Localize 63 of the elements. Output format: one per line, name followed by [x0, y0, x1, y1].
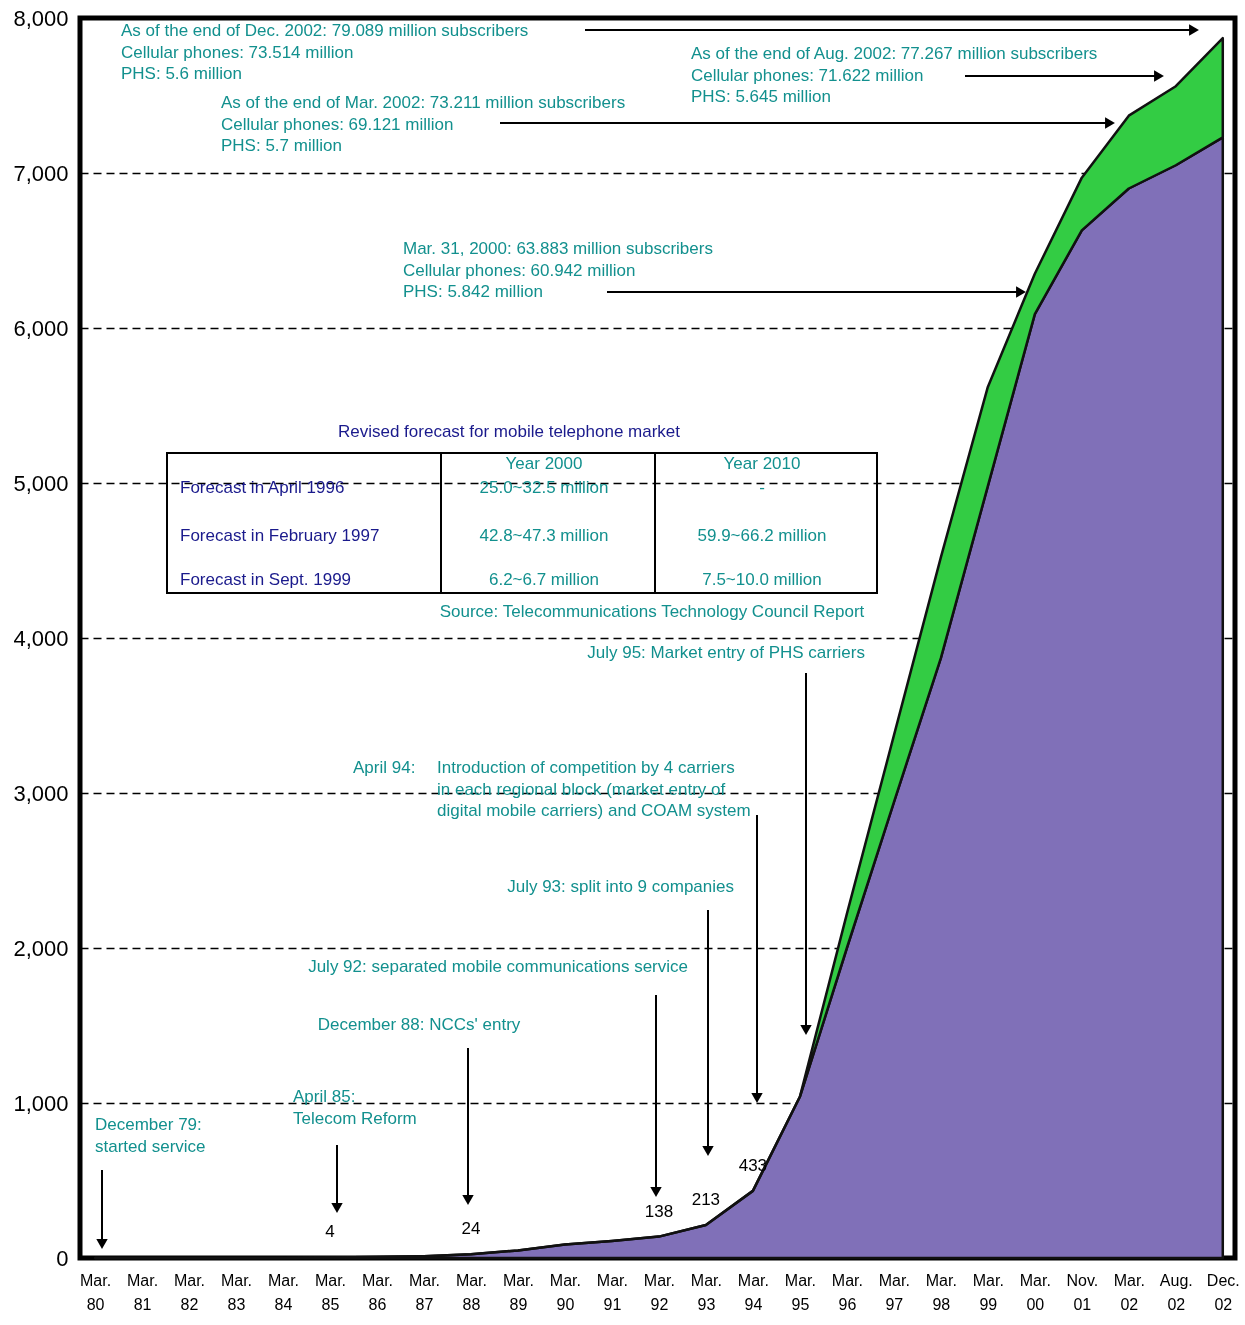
annotation: Source: Telecommunications Technology Council Report: [439, 602, 865, 621]
y-tick-label: 8,000: [13, 5, 69, 31]
annotation: As of the end of Dec. 2002: 79.089 million subscribers Cellular phones: 73.514 million PHS: 5.6 million: [121, 21, 529, 83]
y-tick-label: 3,000: [13, 780, 69, 806]
data-label: 4: [325, 1222, 335, 1242]
y-tick-label: 7,000: [13, 160, 69, 186]
x-tick-label: Mar. 88: [455, 1271, 488, 1313]
annotation: December 79: started service: [95, 1115, 206, 1156]
annotation: July 92: separated mobile communications service: [308, 957, 688, 976]
annotation: As of the end of Aug. 2002: 77.267 million subscribers Cellular phones: 71.622 million PHS: 5.645 million: [691, 44, 1098, 106]
y-tick-label: 6,000: [13, 315, 69, 341]
x-tick-label: Mar. 98: [925, 1271, 957, 1313]
x-tick-label: Mar. 91: [596, 1271, 628, 1313]
x-tick-label: Mar. 99: [972, 1271, 1004, 1313]
x-tick-label: Mar. 93: [690, 1271, 722, 1313]
x-tick-label: Mar. 87: [408, 1271, 441, 1313]
data-label: 24: [461, 1219, 481, 1239]
x-tick-label: Mar. 81: [126, 1271, 159, 1313]
y-tick-label: 2,000: [13, 935, 69, 961]
y-tick-label: 4,000: [13, 625, 69, 651]
data-label: 138: [644, 1201, 674, 1221]
annotation: Year 2000: [505, 454, 583, 473]
annotation: -: [759, 478, 765, 497]
x-tick-label: Mar. 97: [878, 1271, 910, 1313]
annotation: April 94:: [353, 758, 416, 777]
annotation: July 93: split into 9 companies: [507, 877, 734, 896]
x-tick-label: Mar. 84: [267, 1271, 300, 1313]
annotation: Forecast in Sept. 1999: [180, 570, 352, 589]
annotation: 25.0~32.5 million: [479, 478, 609, 497]
data-label: 213: [691, 1189, 721, 1209]
x-tick-label: Aug. 02: [1159, 1271, 1193, 1313]
x-tick-label: Nov. 01: [1066, 1271, 1099, 1313]
y-tick-label: 5,000: [13, 470, 69, 496]
x-tick-label: Dec. 02: [1206, 1271, 1240, 1313]
x-tick-label: Mar. 00: [1019, 1271, 1051, 1313]
y-tick-label: 0: [56, 1245, 69, 1271]
annotation: As of the end of Mar. 2002: 73.211 million subscribers Cellular phones: 69.121 million PHS: 5.7 million: [221, 93, 626, 155]
x-tick-label: Mar. 92: [643, 1271, 675, 1313]
annotation: April 85: Telecom Reform: [293, 1087, 417, 1128]
annotation: Forecast in February 1997: [180, 526, 380, 545]
x-tick-label: Mar. 80: [79, 1271, 112, 1313]
annotation: July 95: Market entry of PHS carriers: [587, 643, 865, 662]
annotation: December 88: NCCs' entry: [317, 1015, 521, 1034]
x-tick-label: Mar. 90: [549, 1271, 581, 1313]
annotation: 59.9~66.2 million: [697, 526, 827, 545]
x-tick-label: Mar. 82: [173, 1271, 206, 1313]
x-tick-label: Mar. 89: [502, 1271, 534, 1313]
annotation: Forecast in April 1996: [180, 478, 345, 497]
annotation: 6.2~6.7 million: [488, 570, 600, 589]
x-tick-label: Mar. 95: [784, 1271, 816, 1313]
x-tick-label: Mar. 94: [737, 1271, 769, 1313]
annotation: 7.5~10.0 million: [702, 570, 822, 589]
annotation: Introduction of competition by 4 carriers in each regional block (market entry of digital mobile carriers) and COAM system: [437, 758, 751, 820]
x-tick-label: Mar. 86: [361, 1271, 394, 1313]
y-tick-label: 1,000: [13, 1090, 69, 1116]
annotation: Revised forecast for mobile telephone market: [337, 422, 681, 441]
x-tick-label: Mar. 83: [220, 1271, 253, 1313]
annotation: Year 2010: [723, 454, 801, 473]
x-tick-label: Mar. 85: [314, 1271, 347, 1313]
annotation: 42.8~47.3 million: [479, 526, 609, 545]
x-tick-label: Mar. 96: [831, 1271, 863, 1313]
annotation: Mar. 31, 2000: 63.883 million subscribers Cellular phones: 60.942 million PHS: 5.842 million: [403, 239, 713, 301]
x-tick-label: Mar. 02: [1113, 1271, 1145, 1313]
